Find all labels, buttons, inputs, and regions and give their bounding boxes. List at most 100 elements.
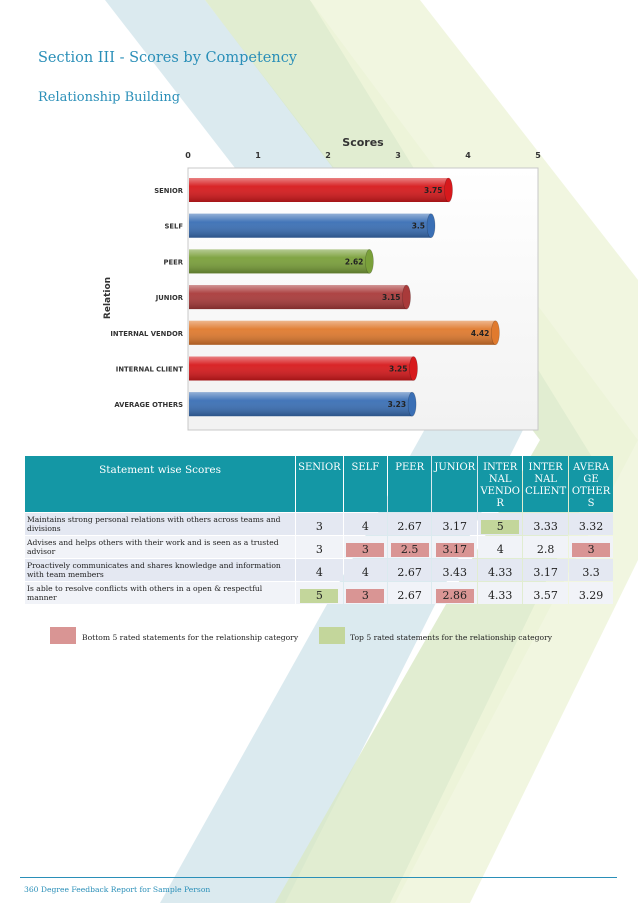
x-tick-label: 5 (535, 151, 541, 160)
column-header-line: INTER (528, 462, 563, 473)
score-value: 3 (315, 543, 323, 556)
value-label-internal-vendor: 4.42 (471, 329, 490, 338)
column-header-line: SELF (351, 462, 380, 473)
score-value: 2.67 (397, 566, 422, 579)
score-cell: 3 (296, 513, 343, 535)
bar-shading-senior (189, 178, 449, 202)
statement-cell: Is able to resolve conflicts with others… (25, 582, 296, 604)
bar-cap-self (426, 213, 436, 238)
column-header-line: AVERA (573, 462, 610, 473)
statement-cell: Maintains strong personal relations with… (25, 513, 296, 535)
score-cell: 4.33 (478, 559, 523, 581)
column-header-line: SENIOR (298, 462, 341, 473)
score-cell: 2.67 (388, 582, 432, 604)
score-cell: 4 (343, 513, 388, 535)
section-title: Section III - Scores by Competency (38, 50, 298, 66)
score-value: 4 (315, 566, 323, 579)
bar-cap-senior (444, 177, 453, 203)
value-label-self: 3.5 (412, 222, 425, 231)
bar-cap-internal-client (409, 356, 418, 381)
category-label-average-others: AVERAGE OTHERS (114, 401, 183, 409)
column-header-line: PEER (395, 462, 425, 473)
column-header-line: R (496, 498, 504, 509)
column-header: SENIOR (296, 456, 343, 512)
column-header-line: OTHER (571, 486, 611, 497)
competency-title: Relationship Building (38, 90, 181, 105)
score-value: 3.17 (442, 520, 468, 533)
score-value-bottom-rated: 2.86 (435, 589, 474, 603)
statement-header: Statement wise Scores (25, 456, 296, 512)
score-cell: 3 (569, 536, 613, 558)
bar-shading-peer (189, 249, 370, 274)
score-value: 4 (361, 520, 369, 533)
column-header: AVERA GE OTHER S (569, 456, 613, 512)
score-cell: 3.17 (523, 559, 569, 581)
bar-shading-internal-vendor (189, 320, 496, 345)
score-cell: 2.67 (388, 559, 432, 581)
y-axis-label: Relation (103, 277, 113, 319)
bar-cap-peer (365, 249, 374, 274)
column-header-line: CLIENT (525, 486, 567, 497)
category-label-junior: JUNIOR (155, 294, 184, 302)
column-header-line: JUNIOR (434, 462, 476, 473)
value-label-junior: 3.15 (382, 293, 401, 302)
score-value-top-rated: 5 (481, 520, 520, 534)
score-cell: 3.57 (523, 582, 569, 604)
score-cell: 4 (478, 536, 523, 558)
x-tick-label: 0 (185, 151, 191, 160)
column-header: INTER NAL CLIENT (523, 456, 569, 512)
score-value-bottom-rated: 3 (346, 543, 385, 557)
column-header-line: NAL (488, 474, 512, 485)
statement-cell: Advises and helps others with their work… (25, 536, 296, 558)
column-header: SELF (343, 456, 388, 512)
score-value: 3.17 (533, 566, 558, 579)
score-value: 3 (315, 520, 323, 533)
table-row: Maintains strong personal relations with… (25, 513, 613, 535)
table-row: Is able to resolve conflicts with others… (25, 582, 613, 604)
score-cell: 3 (296, 536, 343, 558)
column-header-line: INTER (483, 462, 518, 473)
statement-cell: Proactively communicates and shares know… (25, 559, 296, 581)
score-value: 4.33 (487, 566, 513, 579)
column-header-line: GE (583, 474, 599, 485)
score-cell: 2.5 (388, 536, 432, 558)
score-value: 3.29 (578, 589, 604, 602)
score-cell: 3 (343, 536, 388, 558)
table-row: Proactively communicates and shares know… (25, 559, 613, 581)
bar-shading-internal-client (189, 356, 414, 381)
score-cell: 2.86 (432, 582, 478, 604)
table-row: Advises and helps others with their work… (25, 536, 613, 558)
category-label-peer: PEER (163, 258, 183, 266)
category-label-self: SELF (164, 223, 183, 231)
score-cell: 3.29 (569, 582, 613, 604)
score-cell: 2.8 (523, 536, 569, 558)
category-label-internal-vendor: INTERNAL VENDOR (110, 330, 183, 338)
score-value: 3.57 (533, 589, 558, 602)
legend-bottom-label: Bottom 5 rated statements for the relati… (82, 633, 299, 642)
score-cell: 5 (478, 513, 523, 535)
score-cell: 2.67 (388, 513, 432, 535)
score-value: 2.67 (397, 520, 422, 533)
category-label-internal-client: INTERNAL CLIENT (116, 366, 184, 374)
value-label-peer: 2.62 (345, 257, 364, 266)
bar-shading-self (189, 213, 431, 238)
column-header-line: VENDO (480, 486, 520, 497)
score-value: 2.67 (397, 589, 422, 602)
value-label-senior: 3.75 (424, 186, 443, 195)
value-label-internal-client: 3.25 (389, 365, 408, 374)
score-value: 2.8 (536, 543, 555, 556)
score-value-top-rated: 5 (300, 589, 339, 603)
score-cell: 4.33 (478, 582, 523, 604)
score-value-bottom-rated: 3 (346, 589, 385, 603)
x-tick-label: 4 (465, 151, 471, 160)
score-value: 4 (496, 543, 504, 556)
chart-title: Scores (342, 136, 384, 149)
score-cell: 3.17 (432, 536, 478, 558)
score-cell: 3.32 (569, 513, 613, 535)
score-value: 4.33 (487, 589, 513, 602)
score-cell: 4 (296, 559, 343, 581)
bar-shading-average-others (189, 392, 413, 417)
score-value-bottom-rated: 3 (572, 543, 611, 557)
legend-top-swatch (319, 627, 345, 644)
